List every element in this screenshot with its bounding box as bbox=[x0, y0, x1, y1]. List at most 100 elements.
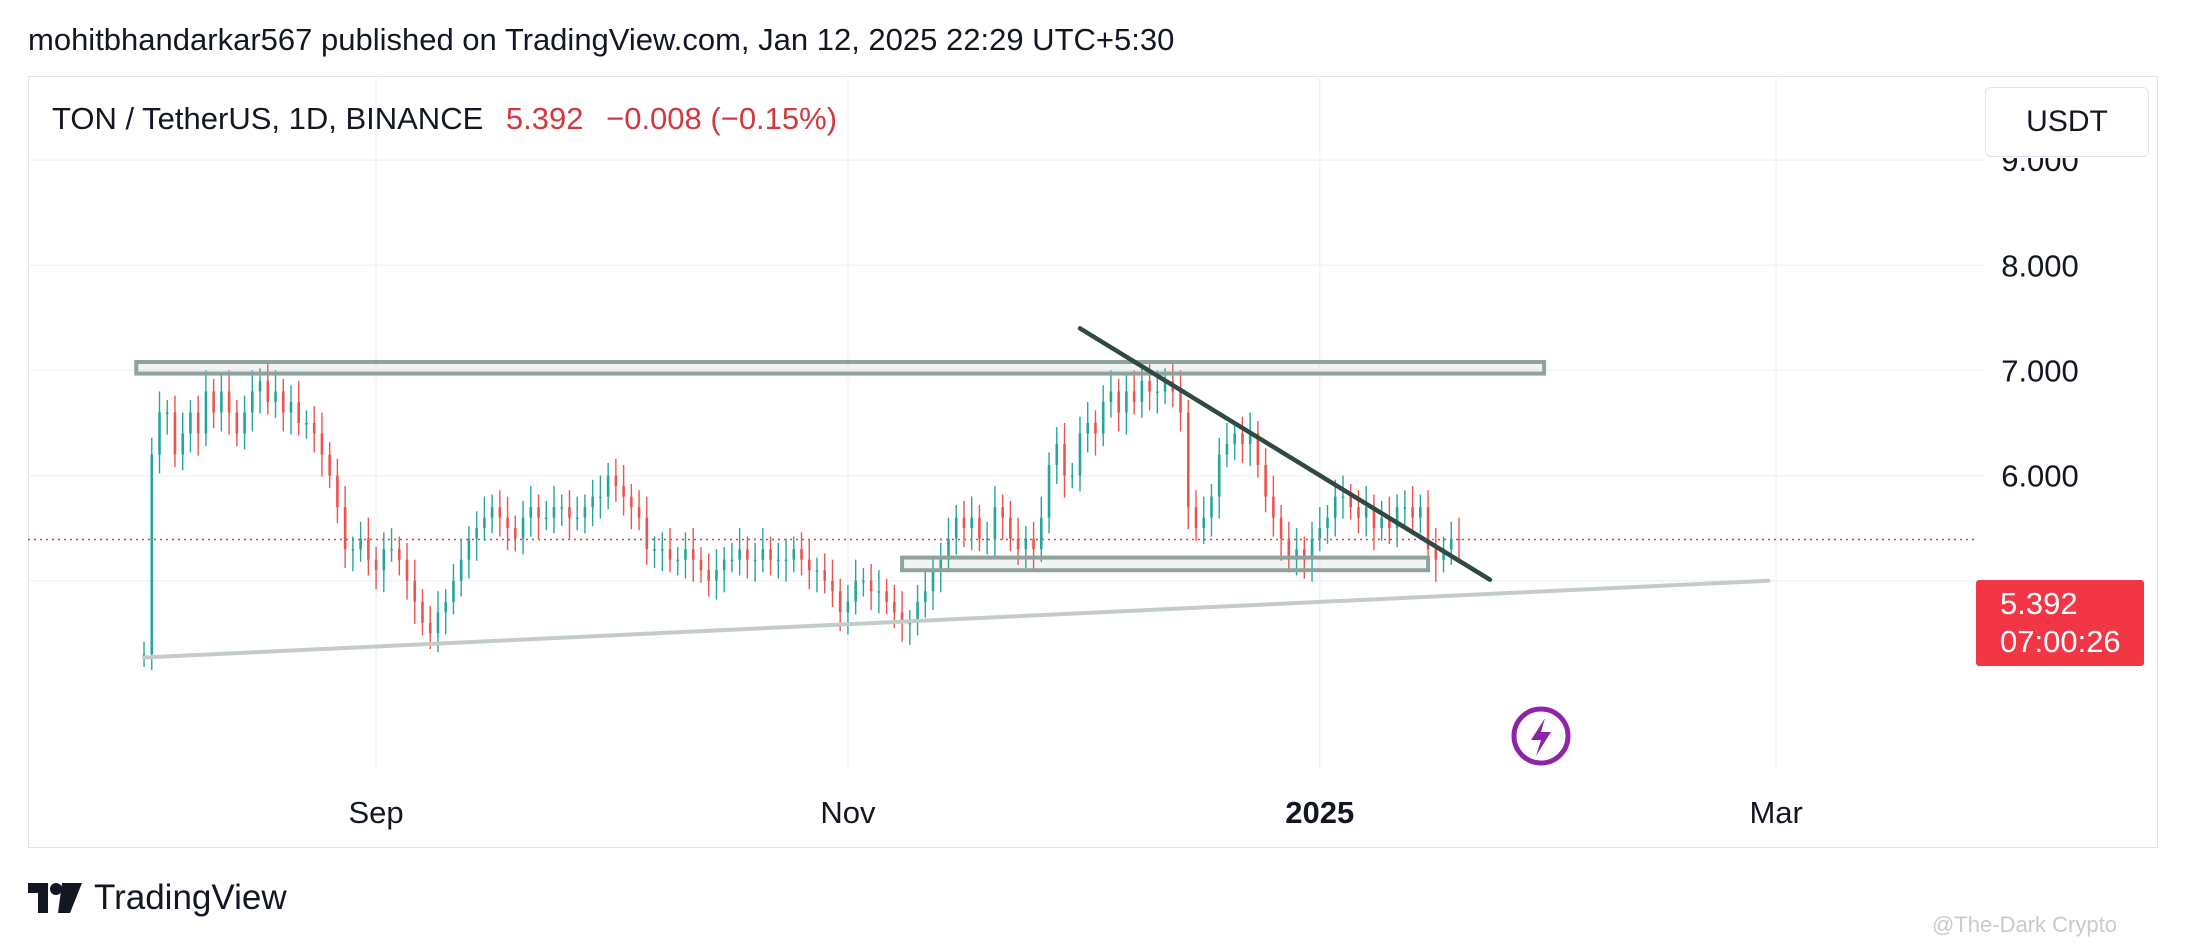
candle-body bbox=[537, 507, 540, 518]
candle bbox=[467, 526, 471, 579]
candle bbox=[738, 528, 741, 576]
candle bbox=[838, 578, 842, 632]
candle-body bbox=[1364, 507, 1368, 518]
candle bbox=[1442, 536, 1445, 573]
candle-body bbox=[1186, 412, 1190, 508]
candle bbox=[591, 479, 594, 527]
candle bbox=[235, 399, 239, 447]
candle-body bbox=[691, 549, 695, 560]
candle-body bbox=[173, 412, 177, 455]
candle-body bbox=[544, 517, 548, 520]
candle bbox=[336, 458, 339, 523]
candle bbox=[916, 584, 919, 636]
candle-body bbox=[1333, 496, 1337, 518]
candle-body bbox=[436, 612, 440, 634]
candle bbox=[1233, 420, 1236, 460]
candle bbox=[459, 538, 463, 597]
candle bbox=[506, 496, 509, 551]
candle bbox=[1117, 378, 1120, 432]
candle bbox=[831, 559, 834, 608]
candle bbox=[1295, 528, 1298, 576]
candle-body bbox=[506, 517, 509, 529]
candle-body bbox=[212, 391, 215, 413]
candle bbox=[908, 610, 912, 645]
candle-body bbox=[1040, 517, 1043, 550]
candle-body bbox=[583, 507, 587, 518]
candle-body bbox=[1388, 517, 1391, 529]
candle-body bbox=[614, 475, 618, 487]
candle-body bbox=[684, 549, 687, 560]
candles bbox=[142, 364, 1461, 671]
candle-body bbox=[258, 380, 262, 392]
y-tick-label-partial: 9.000 bbox=[2001, 143, 2079, 178]
candle-body bbox=[575, 517, 579, 520]
symbol-name[interactable]: TON / TetherUS, 1D, BINANCE bbox=[52, 101, 484, 136]
candle-body bbox=[1148, 380, 1151, 392]
tradingview-brand[interactable]: TradingView bbox=[28, 878, 287, 918]
candle bbox=[1256, 420, 1260, 478]
candle-body bbox=[428, 622, 432, 634]
candle bbox=[769, 536, 772, 576]
candle bbox=[359, 521, 362, 562]
candle-body bbox=[831, 580, 834, 592]
candle bbox=[777, 542, 780, 579]
candle bbox=[691, 528, 695, 582]
candle-body bbox=[359, 538, 362, 550]
price-tag-value: 5.392 bbox=[2000, 586, 2078, 621]
candle-body bbox=[189, 412, 192, 434]
candle bbox=[931, 557, 935, 611]
candle-body bbox=[645, 517, 649, 550]
currency-button[interactable]: USDT bbox=[1985, 87, 2149, 157]
candle-body bbox=[668, 549, 672, 560]
candle-body bbox=[1457, 538, 1461, 541]
candle bbox=[312, 406, 316, 453]
candle-body bbox=[320, 433, 324, 455]
candle-body bbox=[777, 559, 780, 562]
candle-body bbox=[1287, 538, 1291, 560]
candle bbox=[367, 517, 370, 576]
candle bbox=[544, 500, 548, 531]
candle bbox=[1419, 494, 1422, 534]
candle-body bbox=[1349, 496, 1353, 508]
candle-body bbox=[916, 601, 919, 623]
candle-body bbox=[885, 591, 888, 602]
candle bbox=[599, 475, 602, 519]
candle-body bbox=[1241, 433, 1244, 445]
candle-body bbox=[158, 412, 161, 455]
candle-body bbox=[274, 391, 277, 402]
candle bbox=[807, 538, 811, 590]
candle bbox=[1434, 528, 1438, 582]
candle bbox=[1225, 423, 1229, 468]
candle bbox=[1287, 521, 1291, 573]
drawings bbox=[134, 326, 1771, 660]
candle bbox=[1125, 374, 1128, 435]
chart-pane[interactable] bbox=[28, 76, 2158, 848]
candle-body bbox=[1001, 507, 1004, 518]
candle bbox=[1070, 462, 1074, 489]
support-zone bbox=[900, 555, 1431, 573]
candle-body bbox=[807, 559, 811, 571]
candle-body bbox=[421, 601, 424, 623]
candle bbox=[243, 395, 246, 450]
candle-body bbox=[196, 412, 200, 434]
candle-body bbox=[1055, 444, 1059, 466]
candle bbox=[1364, 486, 1368, 537]
candle-body bbox=[1117, 391, 1120, 413]
candle-body bbox=[1419, 507, 1422, 518]
candle bbox=[877, 570, 881, 614]
candle-body bbox=[490, 507, 494, 518]
candle-body bbox=[1179, 391, 1182, 413]
x-tick-label: Sep bbox=[348, 795, 403, 830]
candle bbox=[900, 591, 904, 642]
candle-body bbox=[1411, 507, 1414, 518]
candle bbox=[1457, 517, 1461, 559]
candle bbox=[568, 490, 571, 540]
candle bbox=[274, 370, 277, 418]
lightning-icon[interactable] bbox=[1511, 706, 1571, 766]
resistance-zone bbox=[134, 360, 1547, 376]
candle bbox=[444, 589, 447, 635]
candle bbox=[1217, 437, 1221, 519]
candle bbox=[630, 483, 633, 530]
candle-body bbox=[1140, 380, 1144, 402]
